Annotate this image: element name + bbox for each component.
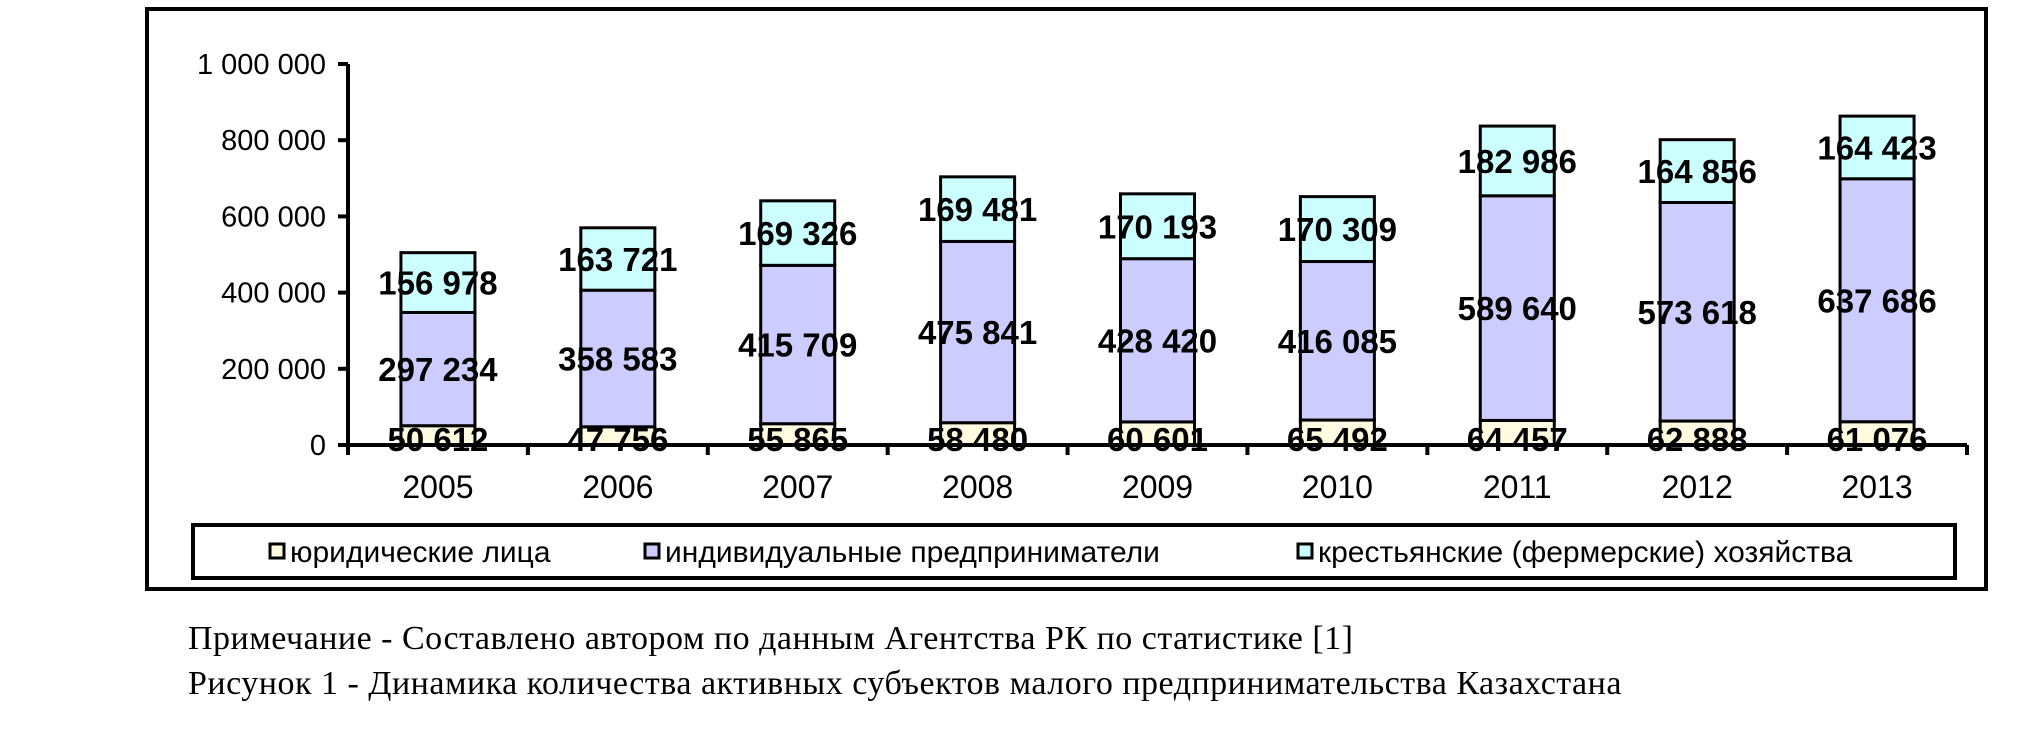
data-label: 170 309 bbox=[1278, 211, 1397, 248]
data-label: 62 888 bbox=[1647, 421, 1748, 458]
bars-layer bbox=[399, 114, 1916, 447]
x-tick-label: 2010 bbox=[1302, 469, 1373, 505]
bar-2012-series-2 bbox=[1658, 138, 1736, 204]
caption-note: Примечание - Составлено автором по данны… bbox=[188, 620, 1354, 657]
data-label: 475 841 bbox=[918, 314, 1037, 351]
data-label: 589 640 bbox=[1458, 290, 1577, 327]
data-label: 573 618 bbox=[1638, 294, 1757, 331]
data-label: 416 085 bbox=[1278, 323, 1397, 360]
bar-2010-series-0 bbox=[1298, 418, 1376, 447]
x-tick-label: 2005 bbox=[402, 469, 473, 505]
data-label: 156 978 bbox=[378, 265, 497, 302]
legend-label: крестьянские (фермерские) хозяйства bbox=[1318, 536, 1853, 569]
data-label: 55 865 bbox=[747, 421, 848, 458]
axis-layer: 0 200 000 400 000 600 000 800 000 1 000 000 20… bbox=[197, 49, 1969, 505]
bar-2008-series-2 bbox=[939, 175, 1017, 243]
data-label: 428 420 bbox=[1098, 322, 1217, 359]
y-tick-label: 0 bbox=[310, 430, 326, 462]
data-label: 50 612 bbox=[387, 421, 488, 458]
legend: юридические лица индивидуальные предприни… bbox=[191, 523, 1957, 580]
data-label: 182 986 bbox=[1458, 143, 1577, 180]
bar-2005-series-2 bbox=[399, 251, 477, 314]
legend-swatch bbox=[1296, 542, 1314, 560]
data-label: 169 481 bbox=[918, 191, 1037, 228]
y-tick-label: 1 000 000 bbox=[197, 49, 326, 81]
data-label: 60 601 bbox=[1107, 421, 1208, 458]
x-tick-label: 2013 bbox=[1841, 469, 1912, 505]
data-label: 164 423 bbox=[1817, 129, 1936, 166]
bar-2012-series-1 bbox=[1658, 200, 1736, 423]
data-label: 297 234 bbox=[378, 351, 498, 388]
bar-2005-series-1 bbox=[399, 310, 477, 428]
bar-2010-series-1 bbox=[1298, 260, 1376, 422]
chart-frame: 0 200 000 400 000 600 000 800 000 1 000 000 20… bbox=[145, 7, 1988, 591]
legend-swatch bbox=[643, 542, 661, 560]
x-tick-label: 2007 bbox=[762, 469, 833, 505]
data-label: 358 583 bbox=[558, 340, 677, 377]
bar-2010-series-2 bbox=[1298, 195, 1376, 264]
chart-svg: 0 200 000 400 000 600 000 800 000 1 000 000 20… bbox=[191, 49, 1969, 580]
x-tick-label: 2009 bbox=[1122, 469, 1193, 505]
data-label: 65 492 bbox=[1287, 421, 1388, 458]
bar-2006-series-1 bbox=[579, 288, 657, 429]
data-label: 58 480 bbox=[927, 421, 1028, 458]
bar-2006-series-2 bbox=[579, 226, 657, 292]
data-label: 163 721 bbox=[558, 241, 677, 278]
data-label: 169 326 bbox=[738, 215, 857, 252]
data-label: 415 709 bbox=[738, 327, 857, 364]
data-label: 637 686 bbox=[1817, 282, 1936, 319]
y-tick-label: 600 000 bbox=[221, 201, 326, 233]
bar-2013-series-2 bbox=[1838, 114, 1916, 181]
legend-label: индивидуальные предприниматели bbox=[665, 536, 1160, 569]
legend-label: юридические лица bbox=[290, 536, 551, 569]
caption-figure: Рисунок 1 - Динамика количества активных… bbox=[188, 665, 1622, 702]
data-label: 164 856 bbox=[1638, 153, 1757, 190]
bar-2008-series-1 bbox=[939, 239, 1017, 425]
y-tick-label: 800 000 bbox=[221, 125, 326, 157]
bar-2007-series-2 bbox=[759, 199, 837, 267]
bar-2011-series-0 bbox=[1478, 418, 1556, 447]
labels-layer: 50 612 297 234 156 978 47 756 358 583 163 721… bbox=[378, 129, 1936, 458]
y-tick-label: 200 000 bbox=[221, 354, 326, 386]
x-tick-label: 2006 bbox=[582, 469, 653, 505]
data-label: 170 193 bbox=[1098, 208, 1217, 245]
bar-2011-series-1 bbox=[1478, 194, 1556, 422]
bar-2009-series-2 bbox=[1119, 192, 1196, 261]
bar-2011-series-2 bbox=[1478, 124, 1556, 198]
legend-swatch bbox=[268, 542, 286, 560]
data-label: 47 756 bbox=[567, 421, 668, 458]
data-label: 64 457 bbox=[1467, 421, 1568, 458]
y-tick-label: 400 000 bbox=[221, 278, 326, 310]
data-label: 61 076 bbox=[1827, 421, 1928, 458]
x-tick-label: 2011 bbox=[1483, 469, 1552, 505]
x-tick-label: 2008 bbox=[942, 469, 1013, 505]
legend-box bbox=[191, 523, 1957, 580]
x-tick-label: 2012 bbox=[1662, 469, 1733, 505]
